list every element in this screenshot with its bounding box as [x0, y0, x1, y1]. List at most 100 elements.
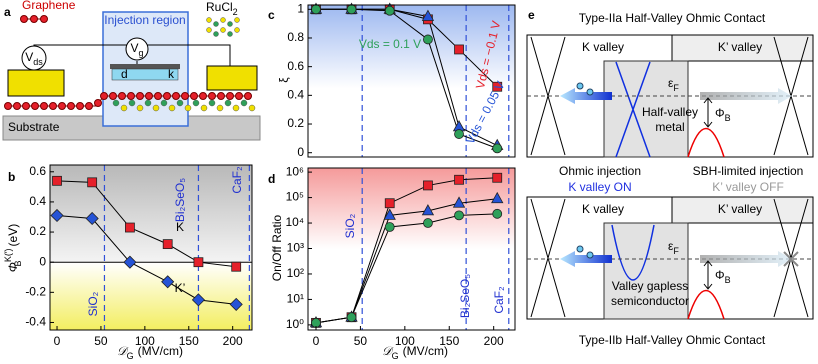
marker	[229, 297, 243, 311]
header-kp	[671, 196, 814, 224]
band-diagram-top: K valley K’ valley εF ΦB Half-valley met…	[526, 34, 814, 158]
barrier-sub: B	[725, 275, 731, 285]
title-bottom: Type-IIb Half-Valley Ohmic Contact	[579, 333, 766, 347]
chart-panel: SiO₂ Bi₂SeO₅ CaF₂ 10⁰ 10¹ 10² 10³ 10⁴ 10⁵ 10⁶ 0 50 1…	[268, 164, 516, 361]
y-tick-label: 0.2	[287, 116, 304, 130]
series-line	[57, 180, 237, 268]
marker	[161, 275, 175, 289]
blocked-arrow	[700, 88, 792, 104]
reference-label: Bi₂SeO₅	[458, 274, 472, 318]
reference-label: CaF₂	[230, 166, 244, 194]
kp-valley-label: K’ valley	[718, 40, 762, 54]
left-electrode	[7, 69, 65, 97]
series-line	[315, 213, 498, 324]
background	[308, 5, 515, 157]
injection-label: Injection region	[104, 13, 185, 27]
marker	[231, 261, 242, 272]
y-tick-label: 10⁵	[286, 190, 304, 204]
sbh-label: SBH-limited injection	[693, 164, 804, 178]
red-band	[687, 289, 725, 320]
y-tick-label: 10³	[287, 241, 304, 255]
substrate-label: Substrate	[8, 120, 60, 134]
y-tick-label: -0.2	[25, 285, 46, 299]
y-tick-label: 0.4	[29, 194, 46, 208]
plot-frame	[49, 164, 253, 331]
marker	[492, 143, 503, 154]
panel-e: e Type-IIa Half-Valley Ohmic Contact Typ…	[526, 8, 814, 347]
chart-panel: SiO₂ Bi₂SeO₅ CaF₂ K K’ -0.4 -0.2 0 0.2 0.4 0.6 0 50 1…	[3, 164, 253, 361]
electron	[576, 245, 584, 253]
vg-source	[125, 37, 149, 61]
marker	[123, 255, 137, 269]
marker	[454, 129, 464, 139]
gate	[110, 64, 180, 69]
electron	[576, 82, 584, 90]
fermi-sub: F	[673, 83, 679, 93]
y-tick-label: 0.4	[287, 88, 304, 102]
series-label: K’	[175, 281, 186, 295]
y-tick-label: 0	[297, 145, 304, 159]
marker	[421, 204, 435, 216]
marker	[346, 312, 357, 323]
barrier-symbol: Φ	[715, 268, 725, 282]
k-valley-label: K valley	[582, 40, 624, 54]
x-tick-label: 50	[94, 334, 108, 348]
barrier-label: ΦB	[715, 106, 731, 123]
y-tick-label: -0.4	[25, 315, 46, 329]
marker	[454, 210, 464, 221]
electron	[586, 88, 594, 96]
x-tick-label: 100	[135, 334, 155, 348]
marker	[384, 222, 395, 232]
right-electrode	[206, 65, 258, 91]
fermi-sub: F	[673, 246, 679, 256]
barrier-arrow	[703, 260, 713, 290]
label-unit: (eV)	[6, 224, 20, 247]
vds-label: Vds	[25, 50, 43, 67]
y-tick-label: 1	[297, 1, 304, 15]
block-mark	[783, 251, 799, 267]
k-valley-label: K valley	[582, 202, 624, 216]
kp-off-label: K’ valley OFF	[712, 180, 784, 194]
x-axis-label: 𝒟G (MV/cm)	[382, 344, 448, 361]
state-label: metal	[655, 120, 684, 134]
ohmic-arrow	[560, 251, 612, 267]
state-label: Valley gapless	[612, 279, 689, 293]
fermi-symbol: ε	[668, 76, 674, 90]
rucl2-layer	[112, 99, 256, 112]
graphene-label: Graphene	[22, 0, 76, 12]
marker	[87, 177, 98, 188]
barrier-symbol: Φ	[715, 106, 725, 120]
vg-text: V	[130, 41, 138, 55]
y-tick-label: 10²	[287, 266, 304, 280]
charts: SiO₂ Bi₂SeO₅ CaF₂ K K’ -0.4 -0.2 0 0.2 0.4 0.6 0 50 1…	[3, 1, 516, 361]
x-tick-label: 150	[179, 334, 199, 348]
x-axis-label: 𝒟G (MV/cm)	[117, 344, 183, 361]
marker	[492, 81, 503, 92]
x-tick-label: 200	[223, 334, 243, 348]
series-label: K	[176, 220, 184, 234]
x-tick-label: 0	[313, 334, 320, 348]
label-symbol: On/Off Ratio	[270, 214, 284, 281]
kp-valley-label: K’ valley	[718, 202, 762, 216]
dirac-cones	[530, 198, 809, 318]
band-diagram-bottom: K valley K’ valley εF ΦB Valley gapless …	[526, 196, 814, 320]
ohmic-label: Ohmic injection	[559, 164, 641, 178]
graphene-chain	[4, 92, 252, 110]
label-symbol: 𝒟	[117, 344, 129, 358]
panel-label: e	[528, 8, 535, 22]
panel-label: a	[4, 5, 11, 19]
y-tick-label: 10⁶	[286, 164, 304, 178]
barrier-arrow	[703, 97, 713, 128]
marker	[50, 208, 64, 223]
header-kp	[671, 34, 814, 62]
label-sub: G	[392, 351, 399, 361]
marker	[452, 196, 466, 208]
y-tick-label: 0.6	[287, 59, 304, 73]
y-tick-label: 10¹	[287, 292, 304, 306]
thickness-label: d	[121, 67, 128, 81]
rucl2-text: RuCl	[206, 0, 233, 14]
marker	[191, 293, 205, 307]
barrier-sub: B	[725, 113, 731, 123]
